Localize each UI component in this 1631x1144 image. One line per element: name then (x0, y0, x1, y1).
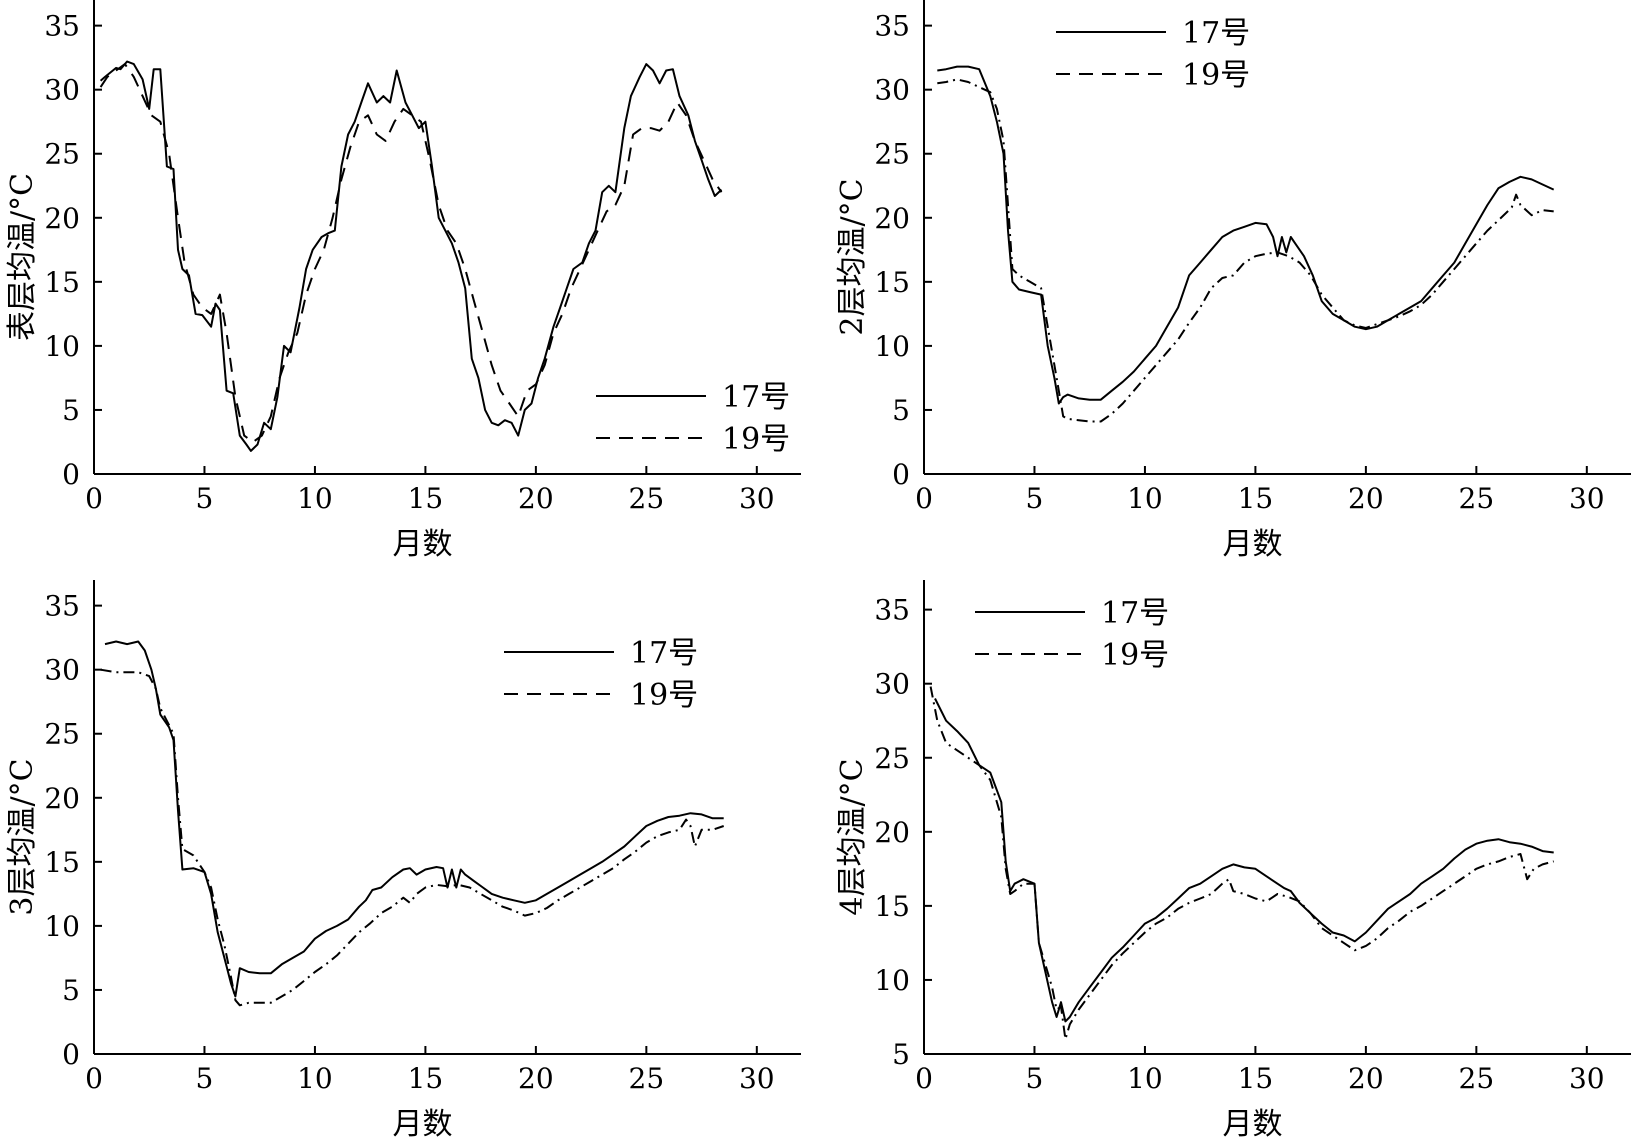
y-tick-label: 15 (44, 266, 80, 299)
y-tick-label: 25 (874, 138, 910, 171)
y-tick-label: 30 (874, 668, 910, 701)
series-line (100, 668, 725, 1007)
legend-label: 17号 (1182, 16, 1250, 51)
y-tick-label: 15 (44, 846, 80, 879)
y-tick-label: 10 (44, 330, 80, 363)
legend-label: 19号 (722, 422, 790, 457)
x-tick-label: 15 (408, 1062, 444, 1095)
legend-label: 19号 (1182, 58, 1250, 93)
y-tick-label: 25 (874, 742, 910, 775)
series-line (99, 60, 723, 452)
y-tick-label: 20 (874, 202, 910, 235)
x-tick-label: 20 (518, 1062, 554, 1095)
y-tick-label: 15 (874, 266, 910, 299)
x-tick-label: 0 (915, 1062, 933, 1095)
y-tick-label: 20 (44, 202, 80, 235)
x-axis-label: 月数 (393, 1107, 453, 1140)
y-axis-label: 3层均温/°C (5, 758, 40, 915)
x-tick-label: 30 (739, 1062, 775, 1095)
x-tick-label: 25 (629, 1062, 665, 1095)
x-tick-label: 30 (739, 482, 775, 515)
y-tick-label: 30 (874, 74, 910, 107)
y-tick-label: 10 (874, 330, 910, 363)
x-tick-label: 20 (1348, 482, 1384, 515)
y-tick-label: 35 (44, 590, 80, 623)
y-tick-label: 0 (62, 458, 80, 491)
chart-panel: 0 5 10 15 20 25 3005101520253035月数3层均温/°C17号19… (5, 580, 801, 1142)
x-axis-label: 月数 (1223, 1107, 1283, 1140)
y-axis-label: 2层均温/°C (835, 178, 870, 335)
x-tick-label: 0 (85, 1062, 103, 1095)
x-tick-label: 15 (1238, 482, 1274, 515)
y-tick-label: 35 (874, 10, 910, 43)
y-tick-label: 35 (44, 10, 80, 43)
y-tick-label: 15 (874, 890, 910, 923)
series-line (929, 686, 1554, 1041)
y-tick-label: 10 (44, 910, 80, 943)
x-tick-label: 10 (297, 1062, 333, 1095)
y-axis-label: 4层均温/°C (835, 758, 870, 915)
y-tick-label: 25 (44, 138, 80, 171)
x-tick-label: 20 (518, 482, 554, 515)
legend-label: 17号 (1101, 596, 1169, 631)
x-tick-label: 15 (1238, 1062, 1274, 1095)
y-tick-label: 20 (874, 816, 910, 849)
y-tick-label: 5 (892, 394, 910, 427)
series-line (937, 65, 1555, 405)
y-tick-label: 0 (892, 458, 910, 491)
x-axis-label: 月数 (1223, 527, 1283, 562)
x-axis-label: 月数 (393, 527, 453, 562)
legend-label: 19号 (1101, 638, 1169, 673)
y-tick-label: 30 (44, 654, 80, 687)
y-tick-label: 5 (892, 1038, 910, 1071)
y-tick-label: 25 (44, 718, 80, 751)
x-tick-label: 25 (629, 482, 665, 515)
y-tick-label: 10 (874, 964, 910, 997)
x-tick-label: 5 (196, 1062, 214, 1095)
legend-label: 17号 (630, 636, 698, 671)
legend-label: 19号 (630, 678, 698, 713)
x-tick-label: 5 (1026, 482, 1044, 515)
x-tick-label: 10 (1127, 482, 1163, 515)
y-tick-label: 5 (62, 394, 80, 427)
x-tick-label: 20 (1348, 1062, 1384, 1095)
x-tick-label: 0 (85, 482, 103, 515)
x-tick-label: 0 (915, 482, 933, 515)
x-tick-label: 25 (1459, 1062, 1495, 1095)
series-line (104, 640, 724, 998)
x-tick-label: 30 (1569, 482, 1605, 515)
y-tick-label: 20 (44, 782, 80, 815)
chart-panel: 0 5 10 15 20 25 3005101520253035月数2层均温/°C17号19… (835, 0, 1631, 562)
x-tick-label: 10 (297, 482, 333, 515)
x-tick-label: 5 (196, 482, 214, 515)
x-tick-label: 15 (408, 482, 444, 515)
legend-label: 17号 (722, 380, 790, 415)
x-tick-label: 30 (1569, 1062, 1605, 1095)
x-tick-label: 5 (1026, 1062, 1044, 1095)
series-line (99, 63, 723, 443)
y-tick-label: 35 (874, 594, 910, 627)
series-line (934, 698, 1554, 1023)
y-axis-label: 表层均温/°C (5, 173, 40, 341)
chart-panel: 0 5 10 15 20 25 3005101520253035月数表层均温/°C17号19… (5, 0, 801, 562)
series-line (937, 78, 1554, 423)
y-tick-label: 0 (62, 1038, 80, 1071)
x-tick-label: 25 (1459, 482, 1495, 515)
x-tick-label: 10 (1127, 1062, 1163, 1095)
y-tick-label: 5 (62, 974, 80, 1007)
y-tick-label: 30 (44, 74, 80, 107)
